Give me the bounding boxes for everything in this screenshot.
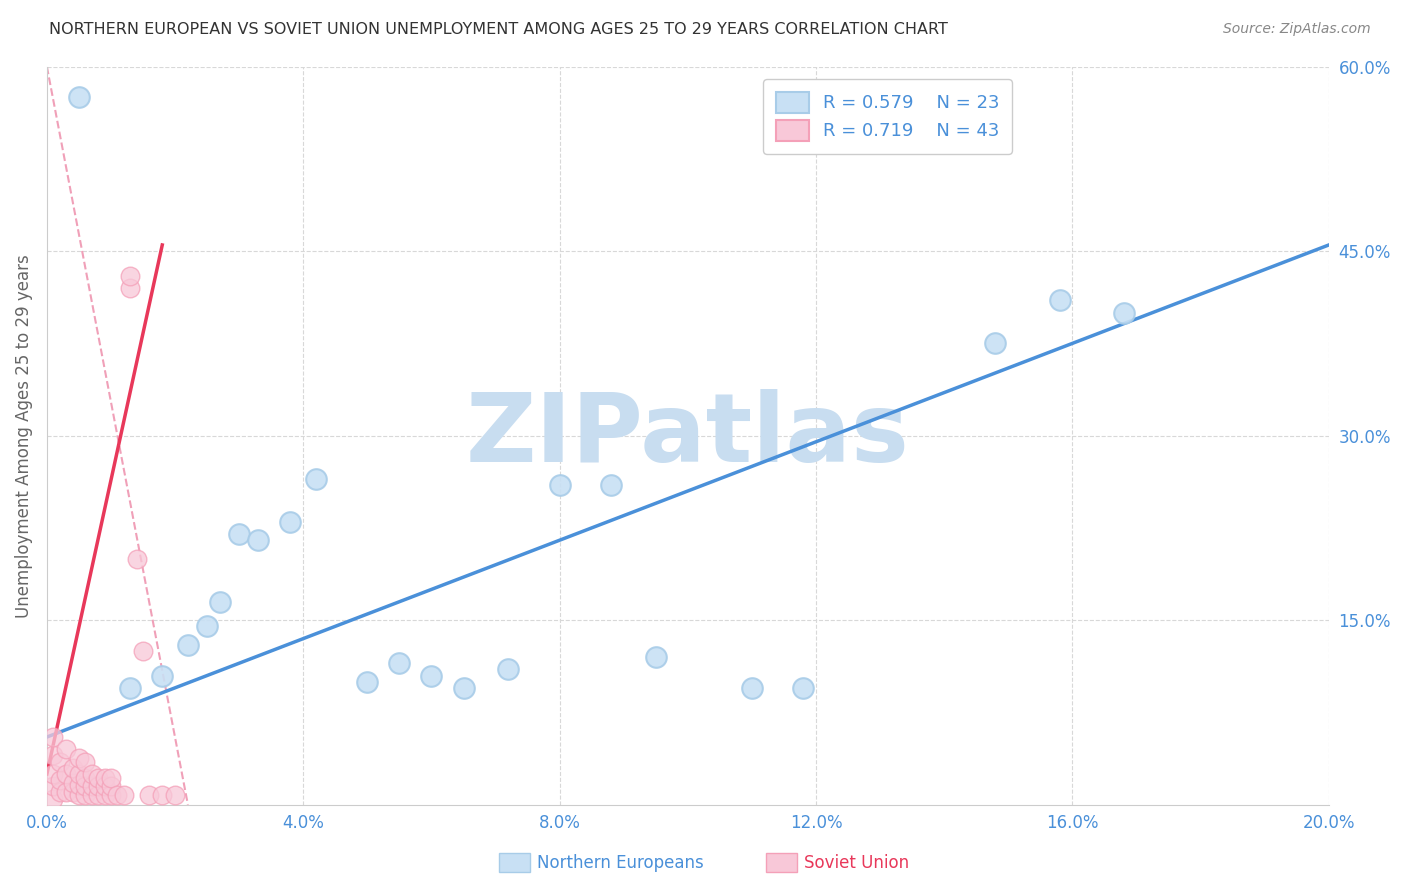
Point	[132, 644, 155, 658]
Point	[1049, 293, 1071, 308]
Point	[42, 779, 65, 793]
Point	[453, 681, 475, 695]
Point	[42, 730, 65, 744]
Point	[100, 788, 122, 802]
Point	[62, 775, 84, 789]
Point	[792, 681, 814, 695]
Text: NORTHERN EUROPEAN VS SOVIET UNION UNEMPLOYMENT AMONG AGES 25 TO 29 YEARS CORRELA: NORTHERN EUROPEAN VS SOVIET UNION UNEMPL…	[49, 22, 948, 37]
Point	[356, 674, 378, 689]
Point	[644, 650, 666, 665]
Point	[67, 767, 90, 781]
Point	[165, 788, 187, 802]
Point	[67, 788, 90, 802]
Point	[87, 779, 110, 793]
Point	[105, 788, 128, 802]
Point	[125, 551, 148, 566]
Point	[305, 472, 328, 486]
Point	[62, 785, 84, 799]
Point	[548, 478, 571, 492]
Point	[93, 788, 115, 802]
Point	[100, 771, 122, 785]
Point	[80, 788, 103, 802]
Point	[247, 533, 270, 548]
Point	[42, 767, 65, 781]
Point	[75, 771, 97, 785]
Point	[120, 268, 142, 283]
Point	[228, 527, 250, 541]
Y-axis label: Unemployment Among Ages 25 to 29 years: Unemployment Among Ages 25 to 29 years	[15, 253, 32, 617]
Point	[120, 281, 142, 295]
Point	[80, 779, 103, 793]
Point	[600, 478, 623, 492]
Point	[80, 767, 103, 781]
Text: Soviet Union: Soviet Union	[804, 854, 910, 871]
Point	[48, 755, 70, 769]
Point	[177, 638, 200, 652]
Point	[498, 662, 520, 676]
Point	[55, 742, 77, 756]
Point	[75, 779, 97, 793]
Point	[984, 336, 1007, 351]
Point	[48, 773, 70, 788]
Point	[67, 90, 90, 104]
Point	[388, 657, 411, 671]
Point	[87, 771, 110, 785]
Point	[1112, 305, 1135, 319]
Text: Northern Europeans: Northern Europeans	[537, 854, 704, 871]
Point	[62, 761, 84, 775]
Point	[55, 767, 77, 781]
Point	[138, 788, 160, 802]
Point	[48, 785, 70, 799]
Point	[93, 779, 115, 793]
Point	[150, 788, 173, 802]
Point	[75, 788, 97, 802]
Point	[120, 681, 142, 695]
Point	[280, 515, 302, 529]
Point	[87, 788, 110, 802]
Text: ZIPatlas: ZIPatlas	[465, 389, 910, 483]
Point	[75, 755, 97, 769]
Point	[67, 778, 90, 792]
Point	[112, 788, 135, 802]
Point	[195, 619, 218, 633]
Point	[93, 771, 115, 785]
Point	[67, 751, 90, 765]
Point	[55, 785, 77, 799]
Point	[420, 668, 443, 682]
Point	[42, 748, 65, 763]
Point	[42, 791, 65, 805]
Point	[208, 595, 231, 609]
Point	[741, 681, 763, 695]
Legend: R = 0.579    N = 23, R = 0.719    N = 43: R = 0.579 N = 23, R = 0.719 N = 43	[763, 79, 1012, 153]
Text: Source: ZipAtlas.com: Source: ZipAtlas.com	[1223, 22, 1371, 37]
Point	[100, 779, 122, 793]
Point	[150, 668, 173, 682]
